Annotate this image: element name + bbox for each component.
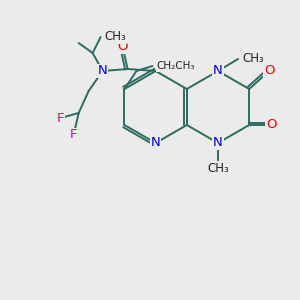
Text: O: O: [266, 118, 276, 131]
Text: CH₃: CH₃: [242, 52, 264, 65]
Text: O: O: [264, 64, 274, 77]
Text: CH₂CH₃: CH₂CH₃: [157, 61, 195, 71]
Text: N: N: [98, 64, 107, 77]
Text: O: O: [117, 40, 128, 53]
Text: F: F: [57, 112, 64, 124]
Text: N: N: [213, 136, 223, 149]
Text: N: N: [151, 136, 160, 149]
Text: CH₃: CH₃: [207, 161, 229, 175]
Text: N: N: [213, 64, 223, 77]
Text: CH₃: CH₃: [105, 31, 126, 44]
Text: F: F: [70, 128, 77, 142]
